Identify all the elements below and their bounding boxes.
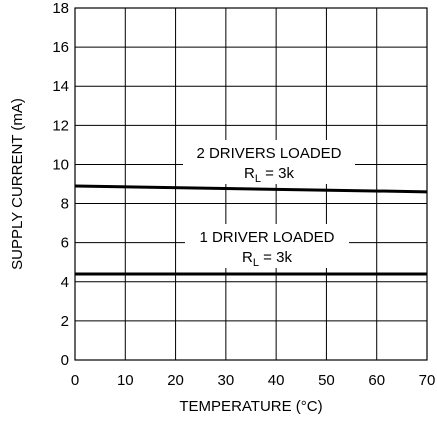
tick-labels: 0 10 20 30 40 50 60 70 0 2 4 6 8 10 12 14 16 18 bbox=[52, 0, 435, 389]
y-tick-label-8: 16 bbox=[52, 39, 69, 56]
y-tick-label-9: 18 bbox=[52, 0, 69, 17]
annotation-1-driver-line1: 1 DRIVER LOADED bbox=[199, 229, 334, 246]
y-tick-label-0: 0 bbox=[61, 352, 69, 369]
y-tick-label-4: 8 bbox=[61, 196, 69, 213]
x-tick-label-1: 10 bbox=[117, 372, 134, 389]
x-tick-label-6: 60 bbox=[368, 372, 385, 389]
y-tick-label-2: 4 bbox=[61, 274, 69, 291]
x-tick-label-5: 50 bbox=[318, 372, 335, 389]
annotation-2-drivers-line2: RL = 3k bbox=[244, 165, 294, 185]
series-line-0 bbox=[74, 184, 428, 194]
x-tick-label-3: 30 bbox=[218, 372, 235, 389]
y-tick-label-7: 14 bbox=[52, 78, 69, 95]
x-tick-label-0: 0 bbox=[71, 372, 79, 389]
x-tick-label-4: 40 bbox=[268, 372, 285, 389]
y-tick-label-6: 12 bbox=[52, 117, 69, 134]
plot-frame bbox=[74, 7, 428, 361]
y-tick-label-5: 10 bbox=[52, 156, 69, 173]
annotation-2-drivers-bg bbox=[183, 140, 355, 184]
annotation-1-driver-line2: RL = 3k bbox=[242, 249, 292, 269]
annotation-1-driver-bg bbox=[185, 224, 349, 268]
x-tick-label-2: 20 bbox=[167, 372, 184, 389]
annotation-2-drivers-line1: 2 DRIVERS LOADED bbox=[196, 145, 341, 162]
series-group bbox=[74, 184, 428, 276]
x-axis-title: TEMPERATURE (°C) bbox=[179, 398, 322, 415]
annotations: 2 DRIVERS LOADED RL = 3k 1 DRIVER LOADED… bbox=[183, 140, 355, 269]
y-tick-label-3: 6 bbox=[61, 235, 69, 252]
x-tick-label-7: 70 bbox=[419, 372, 436, 389]
y-axis-title: SUPPLY CURRENT (mA) bbox=[9, 98, 26, 270]
y-tick-label-1: 2 bbox=[61, 313, 69, 330]
